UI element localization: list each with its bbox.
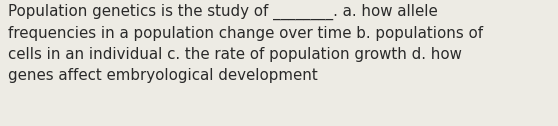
Text: Population genetics is the study of ________. a. how allele
frequencies in a pop: Population genetics is the study of ____… [8, 4, 483, 83]
